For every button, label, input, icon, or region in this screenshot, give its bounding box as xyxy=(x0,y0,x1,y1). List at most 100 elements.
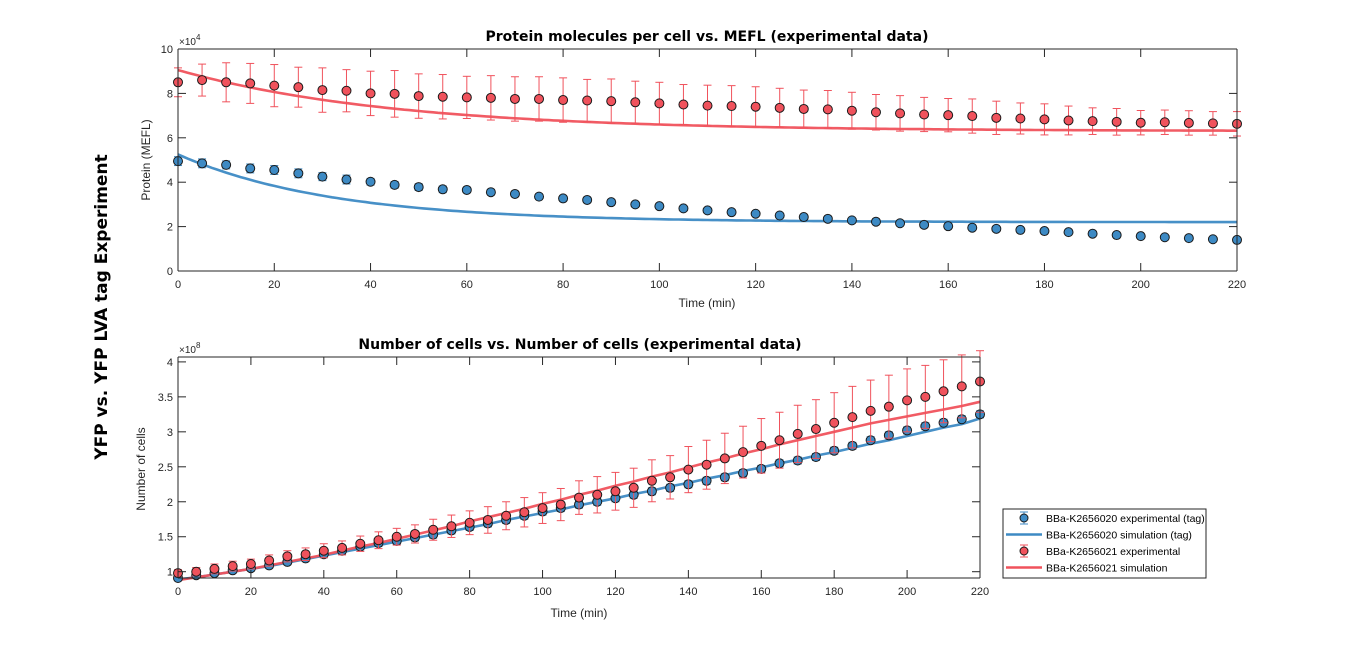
x-tick-label: 200 xyxy=(1132,279,1150,291)
data-point xyxy=(630,97,641,108)
data-point xyxy=(678,203,689,214)
data-point xyxy=(726,207,737,218)
data-point xyxy=(895,218,906,229)
data-point xyxy=(1207,118,1218,129)
legend-label: BBa-K2656021 experimental xyxy=(1046,546,1180,558)
cells-chart-title: Number of cells vs. Number of cells (exp… xyxy=(358,337,801,353)
legend-label: BBa-K2656021 simulation xyxy=(1046,563,1168,575)
data-point xyxy=(582,95,593,106)
data-point xyxy=(1183,233,1194,244)
data-point xyxy=(373,535,384,546)
data-point xyxy=(967,111,978,122)
data-point xyxy=(895,108,906,119)
data-point xyxy=(389,179,400,190)
data-point xyxy=(413,182,424,193)
data-point xyxy=(606,197,617,208)
x-tick-label: 120 xyxy=(746,279,764,291)
data-point xyxy=(991,223,1002,234)
data-point xyxy=(701,459,712,470)
cells-chart-exponent: ×108 xyxy=(179,341,201,356)
data-point xyxy=(847,412,858,423)
data-point xyxy=(702,205,713,216)
data-point xyxy=(227,561,238,572)
protein-chart-axes: 0 20 40 60 80 100 120 140 160 180 200 220 0 2 4 6 8 10 xyxy=(161,44,1246,291)
data-point xyxy=(245,559,256,570)
data-point xyxy=(750,101,761,112)
protein-chart-title: Protein molecules per cell vs. MEFL (exp… xyxy=(486,29,929,45)
data-point xyxy=(1135,117,1146,128)
data-point xyxy=(610,486,621,497)
data-point xyxy=(774,102,785,113)
data-point xyxy=(1087,228,1098,239)
data-point xyxy=(792,428,803,439)
data-point xyxy=(870,216,881,227)
data-point xyxy=(1087,116,1098,127)
legend-label: BBa-K2656020 simulation (tag) xyxy=(1046,530,1192,542)
data-point xyxy=(501,510,512,521)
data-point xyxy=(750,208,761,219)
data-point xyxy=(509,93,520,104)
x-tick-label: 60 xyxy=(461,279,473,291)
data-point xyxy=(437,184,448,195)
data-point xyxy=(606,96,617,107)
data-point xyxy=(318,545,329,556)
data-point xyxy=(1183,117,1194,128)
data-point xyxy=(678,99,689,110)
data-point xyxy=(702,100,713,111)
data-point xyxy=(317,85,328,96)
data-point xyxy=(865,405,876,416)
data-point xyxy=(365,88,376,99)
data-point xyxy=(409,528,420,539)
data-point xyxy=(654,98,665,109)
y-tick-label: 2 xyxy=(167,222,173,234)
x-tick-label: 160 xyxy=(752,586,770,598)
data-point xyxy=(919,219,930,230)
data-point xyxy=(919,109,930,120)
y-tick-label: 4 xyxy=(167,177,173,189)
data-point xyxy=(269,164,280,175)
data-point xyxy=(592,489,603,500)
data-point xyxy=(726,101,737,112)
data-point xyxy=(269,80,280,91)
legend-entry: BBa-K2656020 simulation (tag) xyxy=(1006,530,1192,542)
data-point xyxy=(482,514,493,525)
data-point xyxy=(665,472,676,483)
data-point xyxy=(1063,115,1074,126)
data-point xyxy=(822,104,833,115)
x-tick-label: 60 xyxy=(391,586,403,598)
x-tick-label: 100 xyxy=(533,586,551,598)
data-point xyxy=(920,391,931,402)
x-tick-label: 0 xyxy=(175,586,181,598)
data-point xyxy=(1207,234,1218,245)
data-point xyxy=(967,222,978,233)
data-point xyxy=(509,188,520,199)
data-point xyxy=(938,386,949,397)
data-point xyxy=(774,435,785,446)
x-tick-label: 140 xyxy=(679,586,697,598)
x-tick-label: 160 xyxy=(939,279,957,291)
y-tick-label: 6 xyxy=(167,133,173,145)
data-point xyxy=(534,191,545,202)
x-tick-label: 0 xyxy=(175,279,181,291)
data-point xyxy=(293,82,304,93)
data-point xyxy=(1159,117,1170,128)
data-point xyxy=(317,171,328,182)
protein-chart: Protein molecules per cell vs. MEFL (exp… xyxy=(139,29,1246,310)
data-point xyxy=(829,417,840,428)
data-point xyxy=(738,447,749,458)
cells-chart-ylabel: Number of cells xyxy=(134,427,148,510)
data-point xyxy=(355,538,366,549)
data-point xyxy=(646,475,657,486)
legend-marker-swatch xyxy=(1019,513,1029,523)
data-point xyxy=(413,91,424,102)
data-point xyxy=(558,193,569,204)
data-point xyxy=(630,199,641,210)
data-point xyxy=(846,105,857,116)
data-point xyxy=(461,92,472,103)
legend-entry: BBa-K2656021 experimental xyxy=(1019,544,1180,558)
cells-chart-axes: 0 20 40 60 80 100 120 140 160 180 200 220 1 1.5 2 2.5 3 3… xyxy=(158,356,989,598)
data-point xyxy=(197,75,208,86)
data-point xyxy=(574,492,584,503)
x-tick-label: 40 xyxy=(318,586,330,598)
data-point xyxy=(1015,113,1026,124)
